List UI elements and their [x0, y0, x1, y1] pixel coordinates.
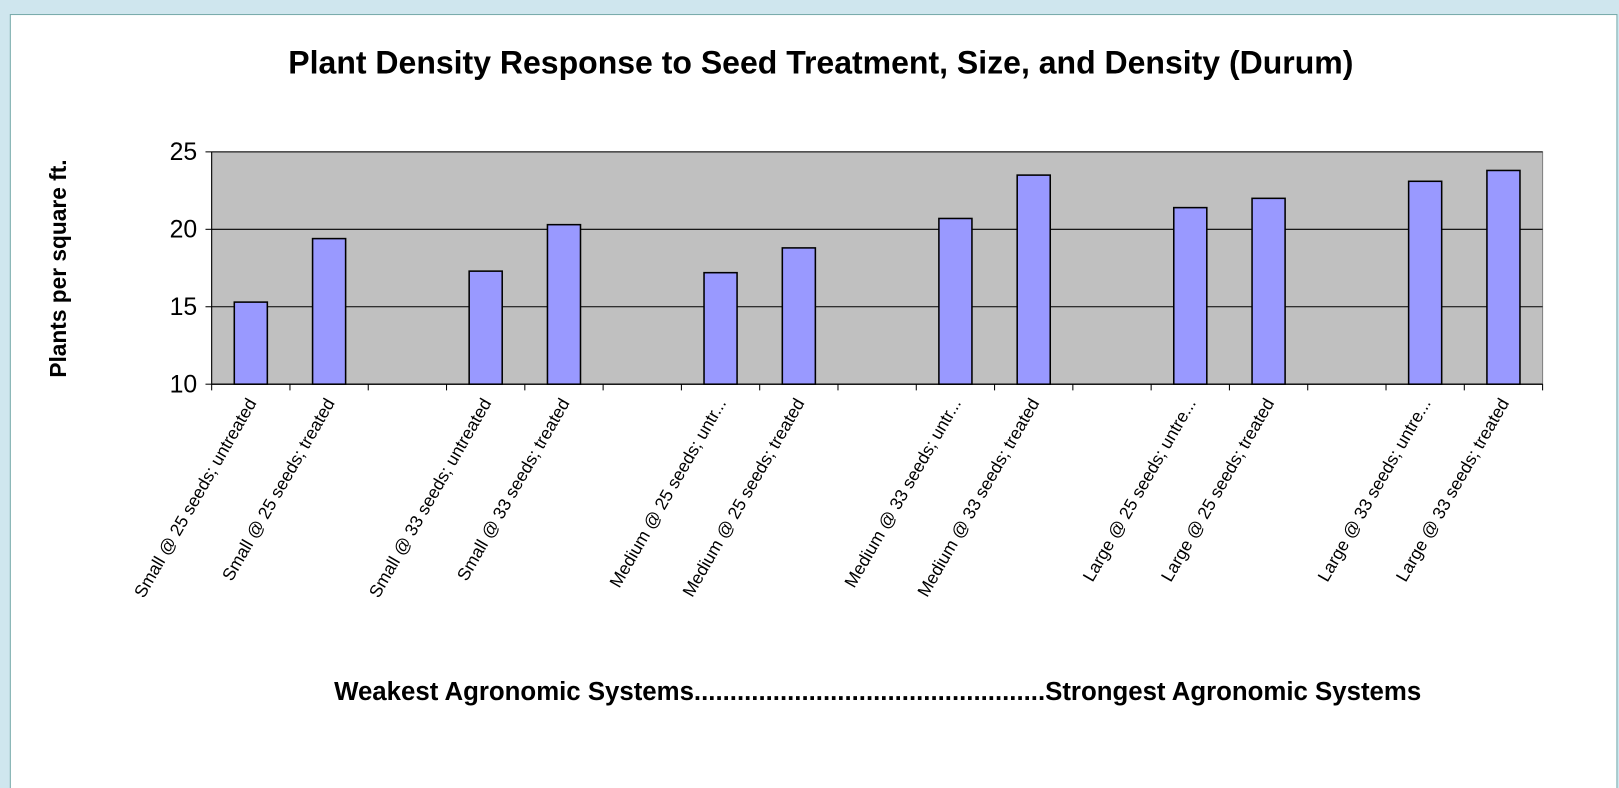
y-tick-label: 20	[170, 217, 198, 244]
bar	[468, 270, 503, 385]
bar	[311, 237, 347, 385]
bar	[938, 217, 973, 385]
chart-panel	[9, 14, 1618, 788]
bar	[1016, 174, 1052, 385]
bar	[1407, 180, 1443, 385]
y-tick-label: 15	[170, 294, 198, 321]
x-axis-title: Weakest Agronomic Systems...............…	[334, 678, 1421, 706]
y-tick-label: 25	[170, 139, 198, 166]
bar	[233, 301, 269, 385]
bar	[1486, 169, 1521, 385]
bar	[781, 247, 817, 385]
y-tick-label: 10	[170, 371, 198, 398]
bar	[703, 271, 738, 385]
bar	[546, 223, 582, 385]
chart-title: Plant Density Response to Seed Treatment…	[288, 44, 1353, 80]
plot-area	[211, 151, 1544, 385]
bar	[1251, 197, 1286, 385]
bar	[1172, 206, 1208, 385]
y-axis-title: Plants per square ft.	[45, 159, 71, 377]
